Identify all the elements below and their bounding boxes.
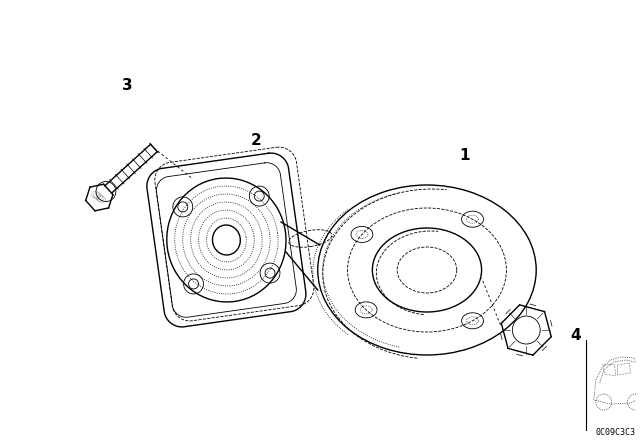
Text: 0C09C3C3: 0C09C3C3 bbox=[596, 427, 636, 436]
Text: 3: 3 bbox=[122, 78, 132, 92]
Text: 2: 2 bbox=[251, 133, 262, 147]
Text: 4: 4 bbox=[571, 327, 581, 343]
Text: 1: 1 bbox=[460, 147, 470, 163]
